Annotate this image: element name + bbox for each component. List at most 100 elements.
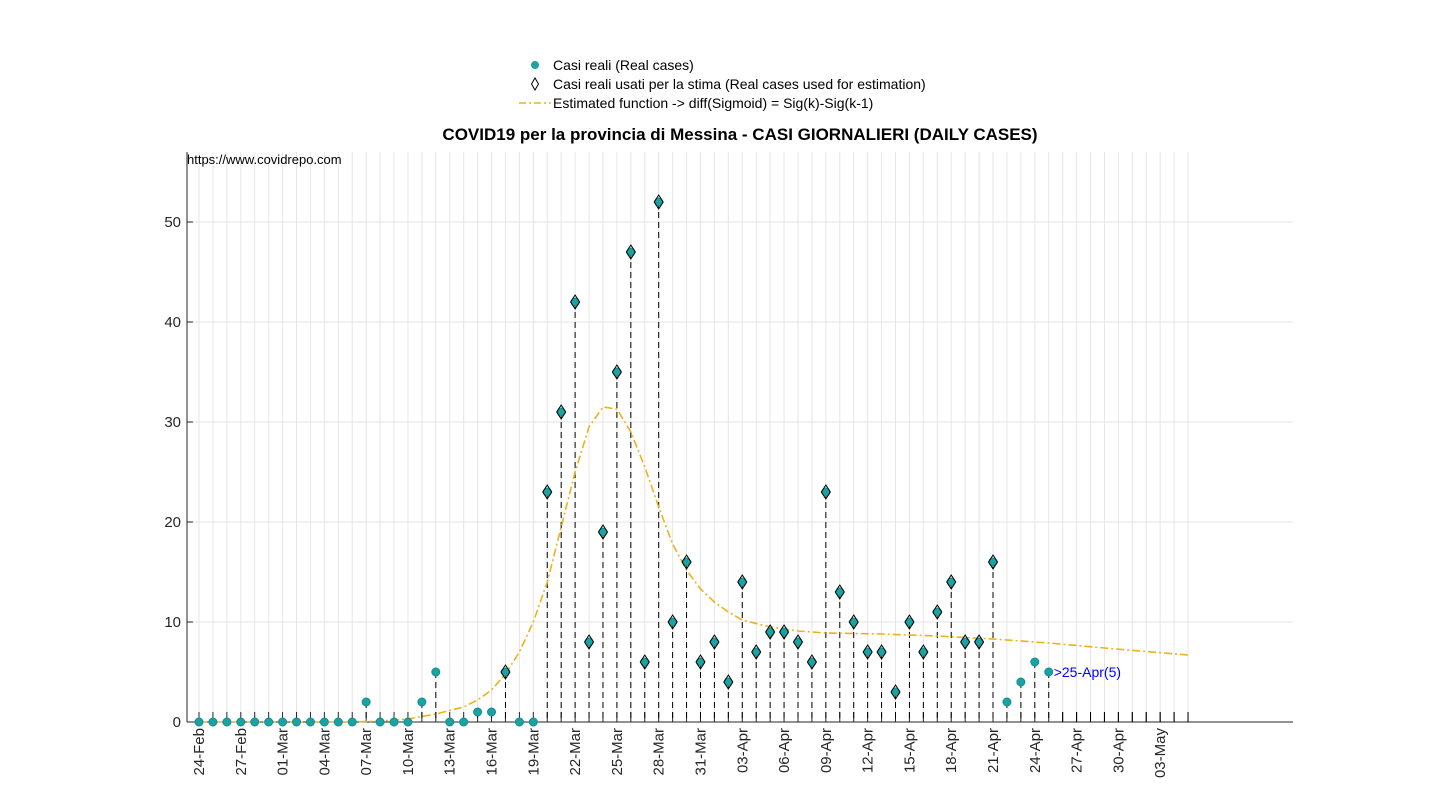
used-case-point [876, 644, 887, 660]
x-tick-label: 24-Apr [1027, 728, 1044, 773]
y-tick-label: 40 [164, 314, 181, 331]
data-points [194, 194, 1054, 727]
used-case-point [778, 624, 790, 640]
real-case-point [1030, 657, 1040, 667]
real-case-point [333, 717, 343, 727]
legend: Casi reali (Real cases) Casi reali usati… [519, 57, 926, 111]
real-case-point [194, 717, 204, 727]
real-case-point [487, 707, 497, 717]
used-case-point [890, 684, 901, 700]
real-case-point [222, 717, 232, 727]
used-case-point [987, 554, 999, 570]
used-case-point [681, 554, 692, 570]
used-case-point [932, 604, 943, 620]
real-case-point [292, 717, 302, 727]
legend-label-real-cases: Casi reali (Real cases) [553, 57, 694, 73]
x-tick-label: 21-Apr [985, 728, 1002, 773]
x-tick-label: 27-Feb [233, 728, 250, 776]
used-case-point [946, 574, 957, 590]
x-tick-label: 22-Mar [567, 728, 584, 776]
x-tick-label: 03-May [1152, 728, 1169, 779]
estimated-function-line [199, 406, 1189, 723]
used-case-point [611, 364, 622, 380]
used-case-point [625, 244, 636, 260]
used-case-point [709, 634, 720, 650]
x-tick-label: 04-Mar [316, 728, 333, 776]
stems [365, 202, 1189, 722]
y-tick-label: 50 [164, 214, 181, 231]
used-case-point [667, 614, 678, 630]
used-case-point [542, 484, 553, 500]
x-tick-label: 01-Mar [275, 728, 292, 776]
real-case-point [361, 697, 371, 707]
y-tick-label: 10 [164, 614, 181, 631]
legend-marker-used-cases [530, 77, 540, 91]
legend-marker-real-cases [531, 61, 539, 69]
used-case-point [820, 484, 831, 500]
source-url: https://www.covidrepo.com [187, 152, 342, 167]
x-tick-label: 28-Mar [651, 728, 668, 776]
x-tick-label: 27-Apr [1069, 728, 1086, 773]
used-case-point [653, 194, 664, 210]
used-case-point [639, 654, 650, 670]
x-tick-label: 18-Apr [943, 728, 960, 773]
y-tick-label: 0 [173, 714, 181, 731]
real-case-point [264, 717, 274, 727]
used-case-point [695, 654, 706, 670]
real-case-point [1044, 667, 1054, 677]
y-tick-label: 20 [164, 514, 181, 531]
real-case-point [431, 667, 441, 677]
x-tick-label: 10-Mar [400, 728, 417, 776]
real-case-point [389, 717, 399, 727]
axes: 0 10 20 30 40 50 24-Feb 27-Feb 01-Mar 04-Mar 07-Ma… [164, 152, 1293, 778]
x-tick-label: 16-Mar [484, 728, 501, 776]
used-case-point [862, 644, 873, 660]
used-case-point [834, 584, 845, 600]
legend-label-used-cases: Casi reali usati per la stima (Real case… [553, 76, 926, 92]
real-case-point [445, 717, 455, 727]
estimated-curve [199, 406, 1189, 723]
used-case-point [806, 654, 818, 670]
real-case-point [250, 717, 260, 727]
real-case-point [375, 717, 385, 727]
used-case-point [597, 524, 609, 540]
used-case-point [500, 664, 511, 680]
x-tick-label: 15-Apr [901, 728, 918, 773]
real-case-point [403, 717, 413, 727]
real-case-point [236, 717, 246, 727]
x-tick-label: 13-Mar [442, 728, 459, 776]
x-tick-label: 19-Mar [525, 728, 542, 776]
used-case-point [583, 634, 595, 650]
x-tick-label: 03-Apr [734, 728, 751, 773]
real-case-point [417, 697, 427, 707]
real-case-point [528, 717, 538, 727]
real-case-point [473, 707, 483, 717]
real-case-point [319, 717, 329, 727]
real-case-point [514, 717, 524, 727]
used-case-point [918, 644, 929, 660]
x-tick-label: 25-Mar [609, 728, 626, 776]
used-case-point [973, 634, 985, 650]
x-tick-label: 06-Apr [776, 728, 793, 773]
y-tick-label: 30 [164, 414, 181, 431]
x-tick-label: 31-Mar [692, 728, 709, 776]
real-case-point [459, 717, 469, 727]
used-case-point [960, 634, 971, 650]
real-case-point [1002, 697, 1012, 707]
used-case-point [792, 634, 804, 650]
used-case-point [765, 624, 776, 640]
used-case-point [751, 644, 762, 660]
grid [187, 152, 1293, 722]
real-case-point [1016, 677, 1026, 687]
real-case-point [278, 717, 288, 727]
x-tick-label: 30-Apr [1110, 728, 1127, 773]
last-point-annotation: >25-Apr(5) [1054, 664, 1121, 680]
real-case-point [208, 717, 218, 727]
used-case-point [723, 674, 734, 690]
x-tick-label: 24-Feb [191, 728, 208, 776]
legend-label-estimated: Estimated function -> diff(Sigmoid) = Si… [553, 95, 873, 111]
used-case-point [570, 294, 581, 310]
chart-title: COVID19 per la provincia di Messina - CA… [442, 125, 1037, 144]
used-case-point [556, 404, 567, 420]
